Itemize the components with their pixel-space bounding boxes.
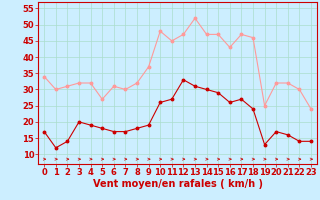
X-axis label: Vent moyen/en rafales ( km/h ): Vent moyen/en rafales ( km/h ) [92,179,263,189]
